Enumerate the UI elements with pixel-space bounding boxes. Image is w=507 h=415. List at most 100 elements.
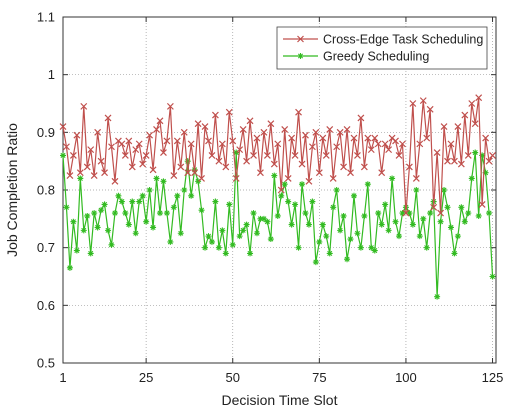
data-point [412, 175, 420, 182]
data-point [336, 128, 344, 136]
legend-x-marker-icon [297, 35, 304, 43]
legend: Cross-Edge Task Scheduling Greedy Schedul… [276, 26, 488, 70]
data-point [94, 128, 102, 136]
data-point [454, 123, 462, 130]
data-point [236, 233, 243, 240]
data-point [101, 169, 108, 177]
data-point [326, 250, 333, 257]
data-point [437, 218, 444, 225]
data-point [457, 160, 465, 168]
data-point [281, 126, 289, 133]
data-point [402, 209, 410, 217]
data-point [389, 175, 396, 182]
data-point [149, 166, 157, 174]
data-point [211, 111, 219, 119]
data-point [80, 227, 87, 234]
data-point [270, 160, 278, 168]
x-tick-label: 75 [312, 370, 326, 385]
data-point [156, 210, 163, 217]
x-tick-label: 100 [395, 370, 417, 385]
data-point [447, 224, 454, 231]
data-point [240, 227, 247, 234]
data-point [441, 187, 448, 193]
data-point [468, 175, 475, 182]
data-point [177, 163, 185, 171]
data-point [337, 227, 344, 234]
data-point [233, 149, 240, 156]
data-point [367, 146, 375, 154]
data-point [292, 201, 299, 208]
data-point [392, 218, 399, 225]
data-point [118, 198, 125, 205]
data-point [308, 143, 316, 151]
data-point [115, 192, 122, 199]
data-point [357, 114, 365, 122]
data-point [444, 204, 451, 211]
data-point [156, 117, 164, 125]
data-point [177, 230, 184, 237]
data-point [108, 143, 115, 151]
data-point [77, 175, 84, 182]
data-point [70, 218, 77, 225]
data-point [471, 120, 479, 128]
data-point [232, 175, 240, 182]
data-point [135, 140, 143, 148]
data-point [104, 114, 112, 122]
data-point [406, 210, 413, 217]
data-point [219, 227, 226, 234]
series-line [62, 97, 494, 214]
data-point [208, 151, 216, 159]
data-point [295, 244, 302, 251]
data-point [385, 146, 393, 154]
data-point [205, 233, 212, 240]
data-point [180, 128, 188, 136]
data-point [139, 192, 146, 199]
data-point [222, 250, 229, 257]
data-point [173, 137, 181, 145]
data-point [184, 169, 192, 177]
y-tick-label: 1 [48, 67, 55, 82]
data-point [263, 151, 271, 159]
data-point [60, 152, 66, 159]
data-point [434, 293, 441, 300]
data-point [382, 201, 389, 208]
data-point [319, 221, 326, 228]
data-point [426, 105, 434, 113]
data-point [181, 187, 188, 193]
data-point [482, 134, 490, 142]
data-point [371, 134, 379, 142]
data-point [129, 198, 136, 205]
data-point [274, 212, 281, 219]
data-point [167, 238, 174, 245]
data-point [475, 212, 482, 219]
data-point [371, 247, 378, 254]
data-point [174, 192, 181, 199]
data-point [163, 137, 171, 145]
data-point [225, 108, 233, 116]
data-point [277, 186, 285, 194]
data-point [347, 169, 354, 177]
data-point [312, 259, 319, 266]
data-point [378, 169, 386, 177]
data-point [108, 241, 115, 248]
data-point [163, 210, 170, 217]
data-point [461, 218, 468, 225]
data-point [322, 151, 330, 159]
data-point [416, 140, 424, 148]
series-greedy [60, 149, 496, 300]
data-point [198, 207, 205, 214]
data-point [267, 120, 275, 128]
data-point [409, 221, 416, 228]
data-point [465, 210, 472, 217]
data-point [357, 244, 364, 251]
data-point [160, 149, 167, 156]
data-point [315, 169, 323, 177]
legend-box [276, 26, 488, 70]
data-point [447, 140, 455, 148]
data-point [399, 210, 406, 217]
data-point [146, 187, 153, 193]
series-cross-edge [59, 94, 496, 217]
data-point [319, 134, 327, 142]
y-tick-label: 0.6 [37, 298, 55, 313]
data-point [202, 244, 209, 251]
